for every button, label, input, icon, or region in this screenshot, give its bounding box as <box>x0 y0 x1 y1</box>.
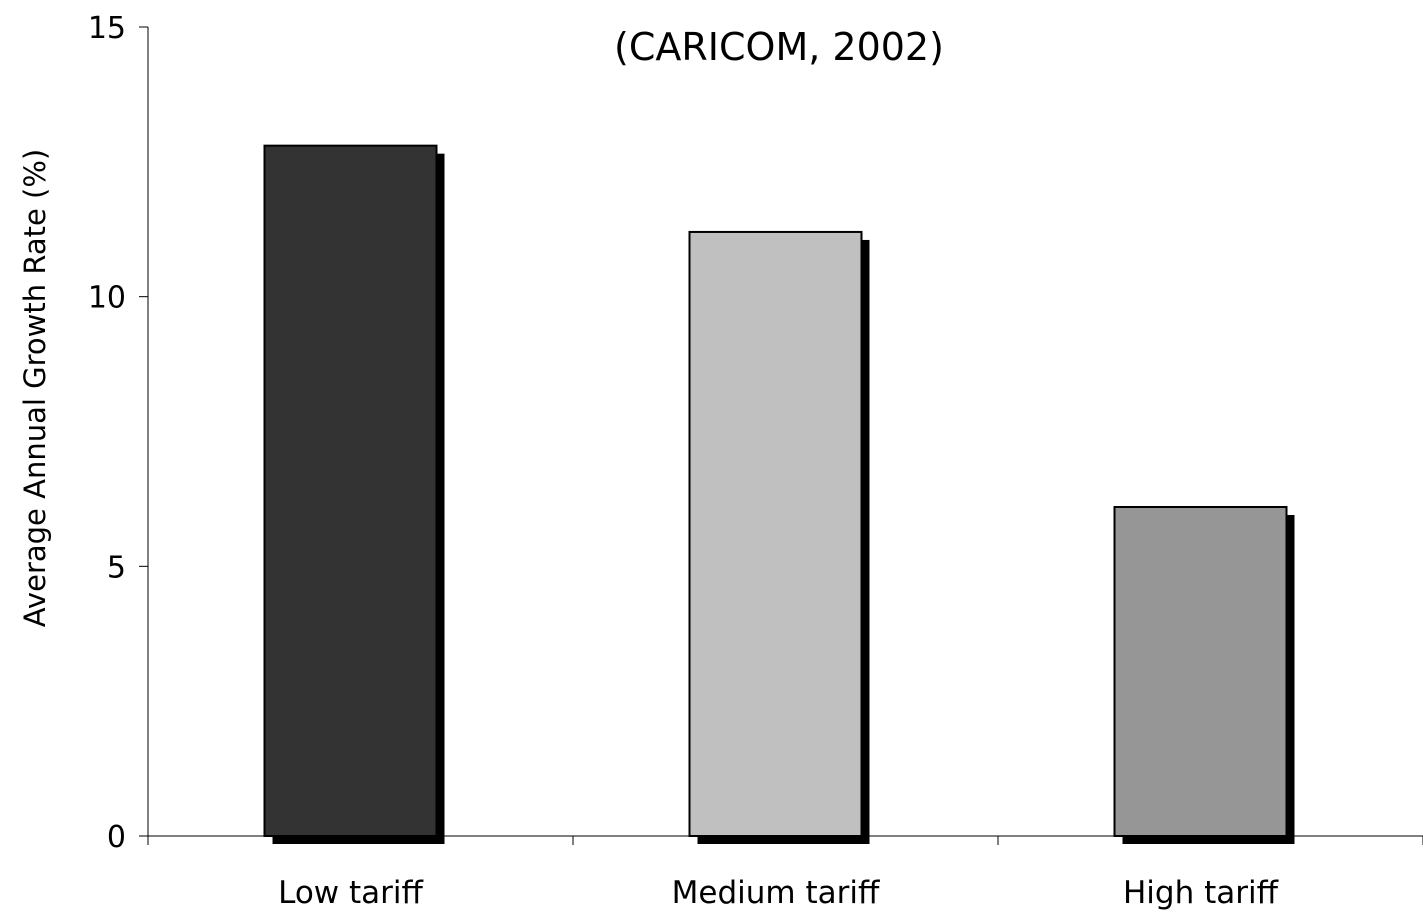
y-tick-label: 15 <box>88 11 126 46</box>
y-tick-labels: 0 5 10 15 <box>88 11 126 855</box>
bar <box>688 230 863 838</box>
x-tick-label: Medium tariff <box>672 875 880 911</box>
x-axis-ticks <box>147 836 1423 845</box>
bar <box>1113 506 1288 837</box>
chart-title: (CARICOM, 2002) <box>614 25 944 69</box>
y-tick-label: 5 <box>107 550 126 585</box>
y-axis-label: Average Annual Growth Rate (%) <box>18 149 52 627</box>
labels: (CARICOM, 2002) Average Annual Growth Ra… <box>18 11 1279 911</box>
x-tick-labels: Low tariff Medium tariff High tariff <box>278 875 1279 911</box>
bars <box>263 144 1295 845</box>
x-tick-label: Low tariff <box>278 875 423 911</box>
bar <box>263 144 438 838</box>
y-axis-ticks <box>139 26 148 837</box>
y-tick-label: 10 <box>88 281 126 316</box>
x-tick-label: High tariff <box>1123 875 1279 911</box>
y-tick-label: 0 <box>107 820 126 855</box>
